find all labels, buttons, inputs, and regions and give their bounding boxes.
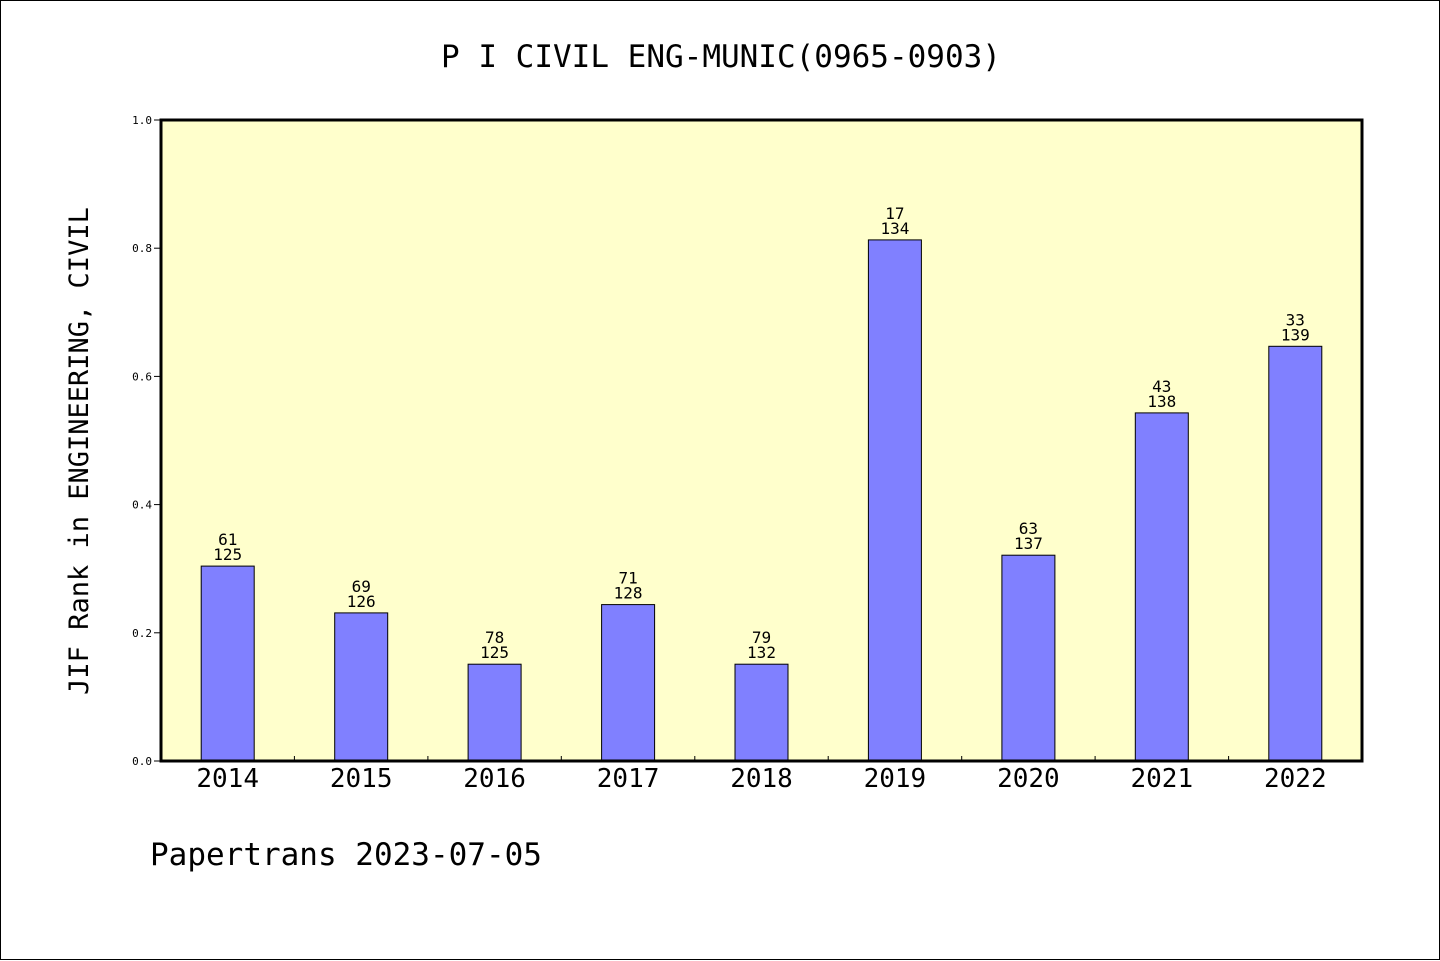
- bar: [601, 604, 656, 762]
- bar-rank-label: 43: [1152, 377, 1171, 396]
- y-tick-label: 0.4: [132, 499, 152, 512]
- bar-rank-label: 79: [752, 628, 771, 647]
- bar: [1001, 554, 1056, 762]
- x-tick-label: 2017: [597, 764, 660, 794]
- bar-total-label: 137: [1014, 534, 1043, 553]
- x-tick-label: 2014: [196, 764, 259, 794]
- bar-total-label: 134: [880, 219, 909, 238]
- bar: [467, 663, 522, 762]
- y-axis: 0.0 0.2 0.4 0.6 0.8 1.0: [132, 114, 161, 768]
- bar-rank-label: 63: [1019, 519, 1038, 538]
- bar-total-label: 132: [747, 643, 776, 662]
- source-label: Papertrans 2023-07-05: [150, 837, 542, 873]
- bar-rank-label: 33: [1286, 310, 1305, 329]
- bar-rank-label: 78: [485, 628, 504, 647]
- bar-rank-label: 17: [885, 204, 904, 223]
- bar-rank-label: 61: [218, 530, 237, 549]
- x-axis: 2014 2015 2016 2017 2018 2019 2020 2021 2022: [196, 756, 1327, 794]
- y-tick-label: 0.6: [132, 370, 152, 383]
- bar: [200, 565, 255, 762]
- y-tick-label: 0.0: [132, 755, 152, 768]
- y-tick-label: 0.2: [132, 627, 152, 640]
- bar-total-label: 126: [347, 592, 376, 611]
- bar-total-label: 125: [480, 643, 509, 662]
- bar-rank-label: 69: [352, 577, 371, 596]
- y-tick-label: 1.0: [132, 114, 152, 127]
- bar: [1134, 412, 1189, 762]
- bar-total-label: 128: [614, 584, 643, 603]
- bars-layer: 6112569126781257112879132171346313743138…: [200, 204, 1323, 762]
- x-tick-label: 2021: [1130, 764, 1193, 794]
- x-tick-label: 2015: [330, 764, 393, 794]
- x-tick-label: 2020: [997, 764, 1060, 794]
- bar-total-label: 125: [213, 545, 242, 564]
- bar-total-label: 138: [1147, 392, 1176, 411]
- y-axis-label: JIF Rank in ENGINEERING, CIVIL: [64, 207, 95, 695]
- chart-title: P I CIVIL ENG-MUNIC(0965-0903): [441, 39, 1001, 75]
- y-tick-label: 0.8: [132, 242, 152, 255]
- bar-total-label: 139: [1281, 325, 1310, 344]
- x-tick-label: 2022: [1264, 764, 1327, 794]
- x-tick-label: 2018: [730, 764, 793, 794]
- bar-rank-label: 71: [618, 569, 637, 588]
- bar: [334, 612, 389, 762]
- x-tick-label: 2019: [864, 764, 927, 794]
- bar: [734, 663, 789, 762]
- bar: [1268, 345, 1323, 762]
- plot-border: [159, 118, 1364, 763]
- bar: [867, 239, 922, 762]
- x-tick-label: 2016: [463, 764, 526, 794]
